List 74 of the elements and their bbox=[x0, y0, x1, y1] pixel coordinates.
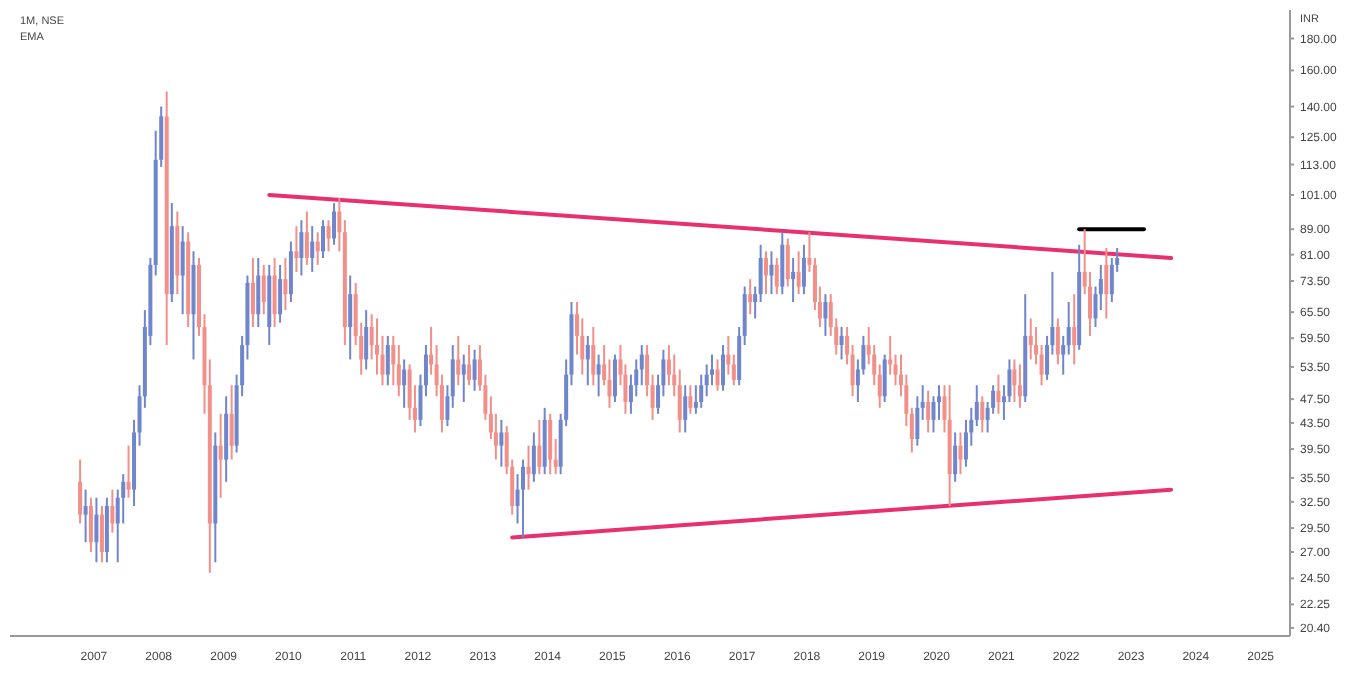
candlestick bbox=[521, 458, 526, 539]
candlestick bbox=[218, 412, 223, 499]
candlestick bbox=[1055, 317, 1060, 366]
candlestick bbox=[256, 257, 261, 329]
candlestick bbox=[763, 250, 768, 296]
candlestick bbox=[823, 293, 828, 337]
candlestick bbox=[396, 344, 401, 398]
candlestick bbox=[278, 263, 283, 324]
candlestick bbox=[456, 334, 461, 387]
candlestick bbox=[774, 257, 779, 296]
candlestick bbox=[537, 418, 542, 476]
candlestick bbox=[110, 488, 115, 534]
candlestick bbox=[796, 250, 801, 296]
candlestick bbox=[1028, 317, 1033, 361]
candlestick bbox=[99, 505, 104, 564]
candlestick bbox=[321, 219, 326, 260]
candlestick bbox=[499, 418, 504, 468]
candlestick bbox=[472, 348, 477, 392]
candlestick bbox=[596, 353, 601, 398]
candlestick bbox=[94, 496, 99, 564]
candlestick bbox=[229, 384, 234, 461]
candlestick bbox=[958, 431, 963, 476]
candlestick bbox=[926, 389, 931, 434]
candlestick bbox=[542, 406, 547, 476]
candlestick bbox=[721, 344, 726, 392]
candlestick bbox=[315, 231, 320, 266]
candlestick bbox=[104, 496, 109, 564]
candlestick bbox=[1012, 358, 1017, 403]
candlestick bbox=[748, 278, 753, 316]
candlestick bbox=[882, 353, 887, 403]
candlestick bbox=[461, 353, 466, 403]
candlestick bbox=[180, 225, 185, 316]
candlestick bbox=[548, 412, 553, 476]
candlestick bbox=[612, 353, 617, 403]
candlestick bbox=[261, 263, 266, 316]
candlestick bbox=[591, 326, 596, 387]
candlestick bbox=[1017, 363, 1022, 409]
candlestick bbox=[769, 250, 774, 296]
candlestick bbox=[224, 395, 229, 483]
candlestick bbox=[288, 240, 293, 304]
candlestick bbox=[326, 219, 331, 253]
candlestick bbox=[83, 488, 88, 544]
candlestick bbox=[526, 444, 531, 491]
candlestick bbox=[715, 358, 720, 392]
candlestick bbox=[839, 326, 844, 361]
candlestick bbox=[467, 344, 472, 387]
candlestick bbox=[585, 334, 590, 387]
candlestick bbox=[780, 231, 785, 296]
candlestick bbox=[980, 395, 985, 434]
candlestick bbox=[996, 373, 1001, 415]
candlestick bbox=[953, 431, 958, 483]
candlestick bbox=[801, 243, 806, 296]
candlestick bbox=[310, 225, 315, 273]
candlestick bbox=[126, 444, 131, 499]
candlestick bbox=[283, 257, 288, 312]
candlestick bbox=[531, 431, 536, 483]
candlestick bbox=[1104, 247, 1109, 320]
candlestick bbox=[272, 257, 277, 329]
candlestick bbox=[348, 274, 353, 361]
candlestick bbox=[683, 384, 688, 434]
candlestick bbox=[785, 237, 790, 288]
candlestick bbox=[1072, 293, 1077, 366]
candlestick bbox=[299, 219, 304, 277]
candlestick bbox=[78, 458, 83, 525]
candlestick bbox=[294, 225, 299, 273]
candlestick bbox=[364, 309, 369, 371]
candlestick bbox=[304, 210, 309, 266]
candlestick bbox=[385, 334, 390, 387]
candlestick bbox=[402, 358, 407, 409]
candlestick bbox=[791, 257, 796, 304]
candlestick bbox=[332, 202, 337, 246]
candlestick bbox=[250, 257, 255, 329]
candlestick bbox=[688, 384, 693, 415]
candlestick bbox=[88, 496, 93, 554]
